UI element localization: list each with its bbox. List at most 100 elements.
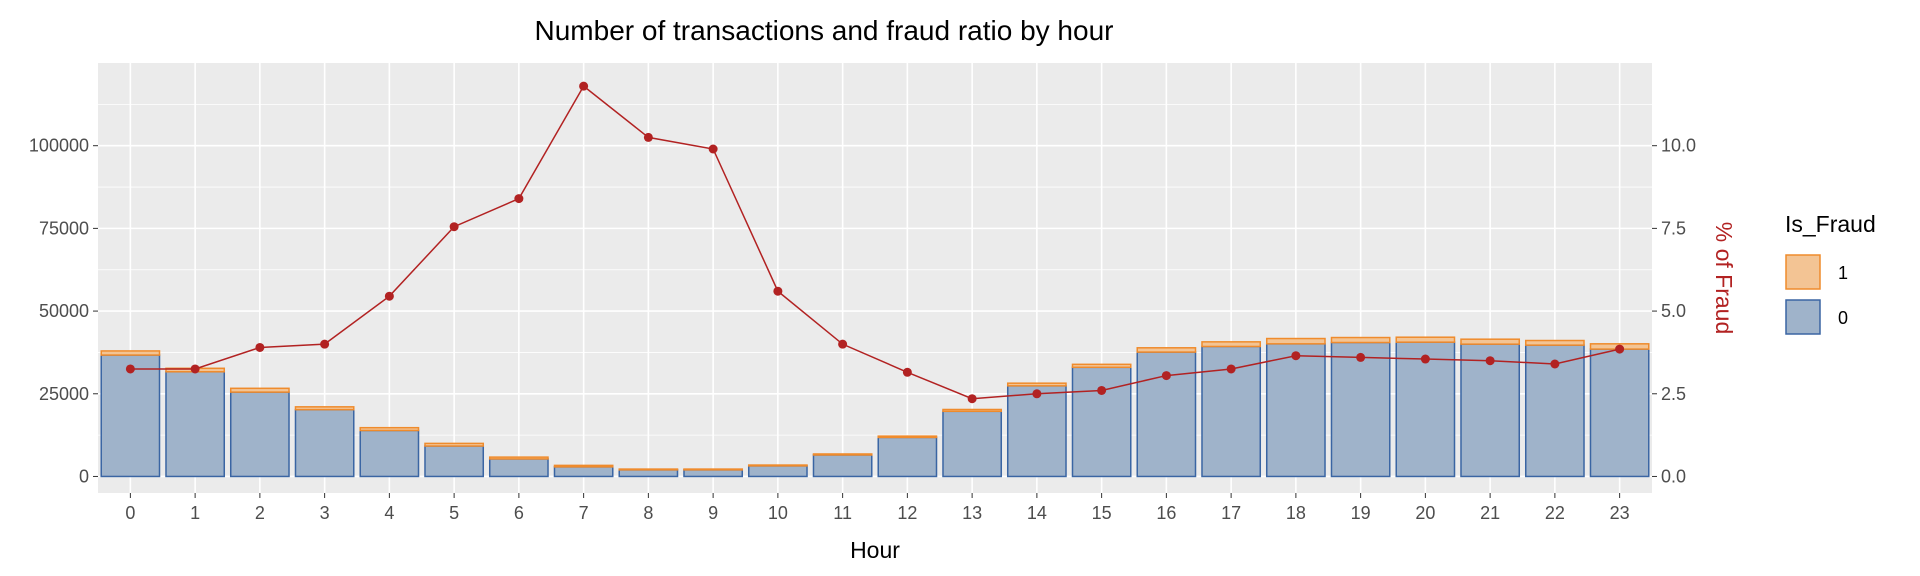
fraud-ratio-point-hour-12 [902,367,912,377]
fraud-ratio-point-hour-21 [1485,356,1495,366]
fraud-ratio-point-hour-11 [838,339,848,349]
x-tick-label: 1 [190,503,200,523]
fraud-ratio-point-hour-13 [967,394,977,404]
x-tick-label: 2 [255,503,265,523]
fraud-ratio-point-hour-9 [708,144,718,154]
x-tick-label: 18 [1286,503,1306,523]
fraud-ratio-point-hour-4 [384,291,394,301]
bar-fraud-hour-11 [812,453,873,456]
y-left-tick-label: 50000 [39,301,89,321]
bar-nonfraud-hour-2 [229,391,290,478]
bar-fraud-hour-4 [359,426,420,432]
bar-nonfraud-hour-16 [1136,351,1197,478]
bar-fraud-hour-18 [1265,337,1326,345]
x-tick-label: 13 [962,503,982,523]
bar-fraud-hour-10 [747,464,808,467]
bar-nonfraud-hour-18 [1265,343,1326,478]
x-tick-label: 22 [1545,503,1565,523]
fraud-ratio-line [125,81,1625,404]
bar-fraud-hour-3 [294,406,355,411]
bar-fraud-hour-6 [488,456,549,460]
fraud-ratio-polyline [130,85,1620,400]
bar-fraud-hour-17 [1201,341,1262,348]
x-tick-label: 23 [1610,503,1630,523]
bar-nonfraud-hour-9 [683,469,744,478]
bar-fraud-hour-14 [1006,382,1067,387]
x-tick-label: 20 [1415,503,1435,523]
bars [100,336,1650,478]
fraud-ratio-point-hour-15 [1097,385,1107,395]
bar-nonfraud-hour-8 [618,469,679,478]
fraud-ratio-point-hour-2 [255,342,265,352]
bar-nonfraud-hour-7 [553,466,614,478]
x-tick-label: 6 [514,503,524,523]
y-axis-right: 0.0 2.5 5.0 7.5 10.0 [1652,136,1696,486]
x-tick-label: 4 [384,503,394,523]
bar-nonfraud-hour-12 [877,436,938,478]
x-tick-label: 17 [1221,503,1241,523]
fraud-ratio-point-hour-17 [1226,364,1236,374]
fraud-ratio-point-hour-0 [125,364,135,374]
fraud-ratio-point-hour-18 [1291,351,1301,361]
fraud-ratio-point-hour-8 [643,132,653,142]
x-tick-label: 19 [1351,503,1371,523]
y-right-tick-label: 2.5 [1661,384,1686,404]
bar-nonfraud-hour-4 [359,429,420,478]
bar-nonfraud-hour-13 [942,410,1003,478]
legend-key-fraud [1785,254,1821,290]
chart-title: Number of transactions and fraud ratio b… [535,15,1114,46]
fraud-ratio-point-hour-19 [1356,352,1366,362]
legend-title: Is_Fraud [1785,211,1876,237]
bar-nonfraud-hour-19 [1330,341,1391,478]
x-tick-label: 9 [708,503,718,523]
fraud-ratio-point-hour-1 [190,364,200,374]
bar-fraud-hour-21 [1460,338,1521,345]
y-right-tick-label: 5.0 [1661,301,1686,321]
y-left-tick-label: 25000 [39,384,89,404]
bar-nonfraud-hour-21 [1460,343,1521,478]
y-axis-left: 0 25000 50000 75000 100000 [29,136,98,486]
legend: Is_Fraud 1 0 [1785,211,1876,335]
bar-nonfraud-hour-20 [1395,341,1456,478]
fraud-ratio-point-hour-7 [579,81,589,91]
x-tick-label: 15 [1092,503,1112,523]
fraud-ratio-point-hour-6 [514,194,524,204]
fraud-ratio-point-hour-3 [320,339,330,349]
x-tick-label: 16 [1156,503,1176,523]
x-tick-label: 11 [833,503,852,523]
fraud-ratio-point-hour-22 [1550,359,1560,369]
fraud-ratio-point-hour-23 [1615,344,1625,354]
legend-label-fraud: 1 [1838,263,1848,283]
x-axis: 0 1 2 3 4 5 6 7 8 9 10 11 12 13 14 15 16 17 18 19 20 21 22 23 [125,493,1630,523]
x-tick-label: 3 [320,503,330,523]
bar-nonfraud-hour-5 [424,445,485,478]
x-tick-label: 7 [579,503,589,523]
bar-nonfraud-hour-11 [812,454,873,478]
x-tick-label: 21 [1480,503,1500,523]
fraud-ratio-point-hour-14 [1032,389,1042,399]
bar-fraud-hour-7 [553,464,614,468]
y-left-tick-label: 75000 [39,218,89,238]
x-tick-label: 5 [449,503,459,523]
x-axis-title: Hour [850,537,900,563]
y-right-tick-label: 0.0 [1661,466,1686,486]
y-right-tick-label: 10.0 [1661,136,1696,156]
bar-fraud-hour-9 [683,468,744,471]
y-left-tick-label: 100000 [29,136,89,156]
bar-fraud-hour-13 [942,408,1003,413]
bar-nonfraud-hour-3 [294,408,355,478]
bar-fraud-hour-5 [424,442,485,447]
plot-panel [98,63,1652,493]
bar-fraud-hour-0 [100,350,161,356]
x-tick-label: 0 [125,503,135,523]
x-tick-label: 12 [897,503,917,523]
bar-fraud-hour-8 [618,468,679,471]
bar-nonfraud-hour-14 [1006,385,1067,478]
bar-nonfraud-hour-15 [1071,366,1132,478]
x-tick-label: 10 [768,503,788,523]
bar-fraud-hour-12 [877,435,938,439]
y-left-tick-label: 0 [79,466,89,486]
fraud-ratio-point-hour-16 [1161,371,1171,381]
bar-fraud-hour-22 [1524,339,1585,346]
